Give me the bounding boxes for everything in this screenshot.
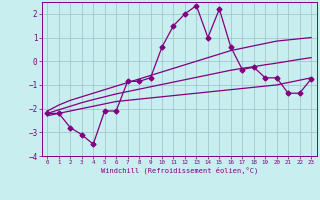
- X-axis label: Windchill (Refroidissement éolien,°C): Windchill (Refroidissement éolien,°C): [100, 167, 258, 174]
